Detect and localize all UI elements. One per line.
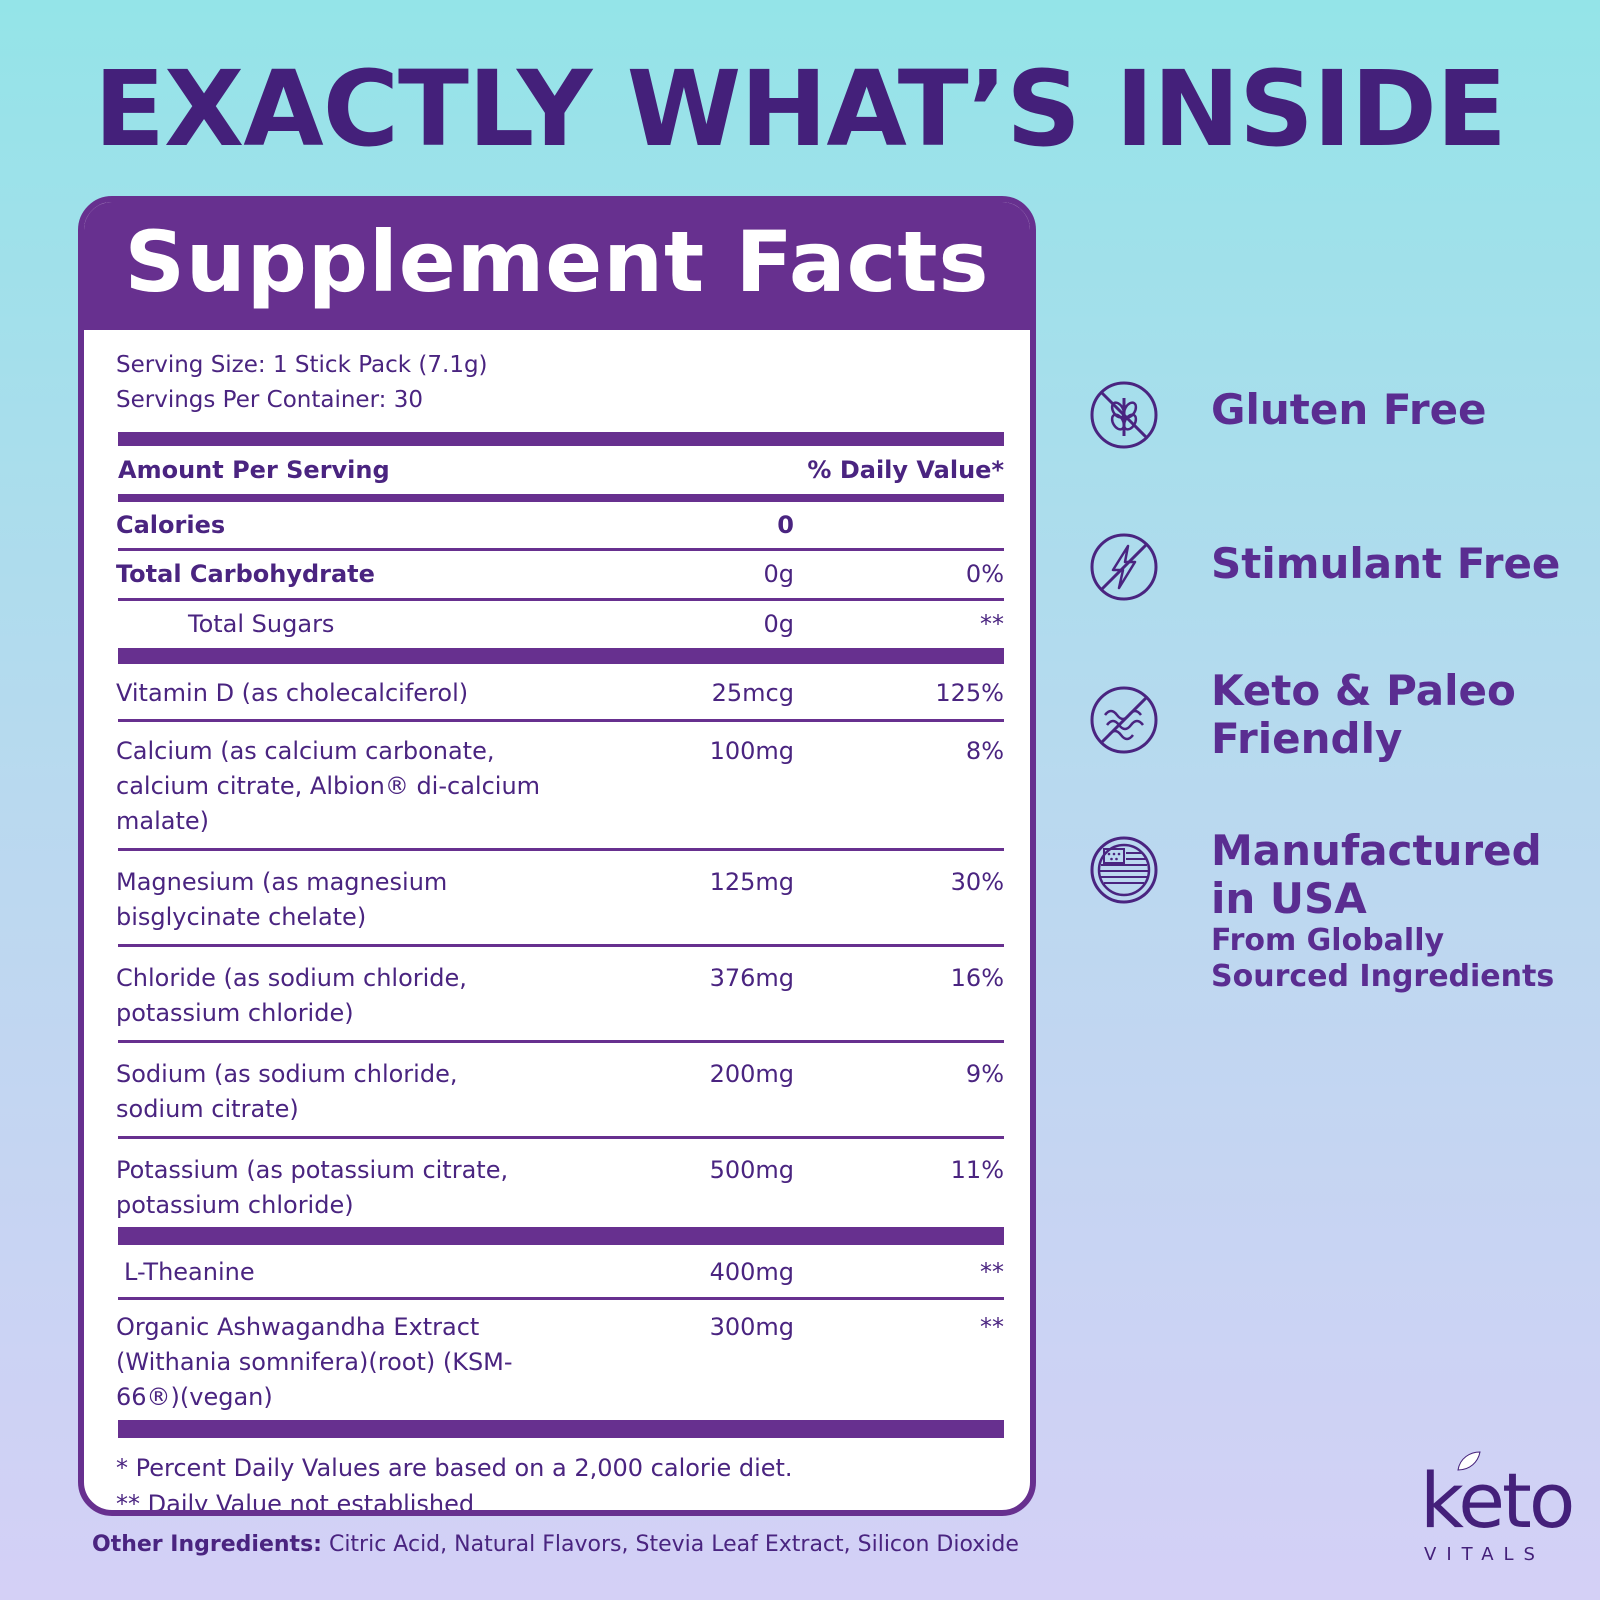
nutrient-amount: 500mg xyxy=(709,1156,794,1184)
logo-wordmark: keto xyxy=(1420,1456,1575,1545)
footnotes: * Percent Daily Values are based on a 2,… xyxy=(116,1438,1004,1516)
nutrient-dv: 9% xyxy=(965,1060,1004,1088)
nutrient-amount: 376mg xyxy=(709,964,794,992)
nutrient-dv: 30% xyxy=(950,868,1004,896)
feature-title-line2: in USA xyxy=(1211,874,1367,923)
divider-thin xyxy=(118,548,1004,551)
sugars-row: Total Sugars 0g ** xyxy=(116,601,1004,648)
divider-thin xyxy=(118,1040,1004,1043)
feature-title-line1: Manufactured xyxy=(1211,826,1542,875)
nutrient-dv: 8% xyxy=(965,737,1004,765)
nutrient-amount: 200mg xyxy=(709,1060,794,1088)
divider-thin xyxy=(118,598,1004,601)
feature-subtitle-line2: Sourced Ingredients xyxy=(1211,959,1555,994)
daily-value-header: % Daily Value* xyxy=(807,456,1004,484)
nutrient-row: Calcium (as calcium carbonate, calcium c… xyxy=(116,722,1004,848)
nutrient-amount: 25mcg xyxy=(711,679,794,707)
nutrient-amount: 125mg xyxy=(709,868,794,896)
keto-vitals-logo: keto VITALS xyxy=(1420,1451,1580,1578)
ingredient-name: L-Theanine xyxy=(124,1258,255,1286)
divider-medium xyxy=(118,494,1004,502)
footnote-not-established: ** Daily Value not established xyxy=(116,1490,475,1516)
nutrient-amount: 100mg xyxy=(709,737,794,765)
carb-label: Total Carbohydrate xyxy=(116,560,375,588)
serving-info: Serving Size: 1 Stick Pack (7.1g) Servin… xyxy=(116,330,1004,418)
sugars-amount: 0g xyxy=(763,610,794,638)
keto-paleo-icon xyxy=(1090,686,1158,754)
nutrient-row: Vitamin D (as cholecalciferol) 25mcg 125… xyxy=(116,664,1004,719)
ingredient-amount: 300mg xyxy=(709,1313,794,1341)
nutrient-name: Sodium (as sodium chloride, sodium citra… xyxy=(116,1060,458,1123)
nutrient-dv: 11% xyxy=(950,1156,1004,1184)
logo-subtitle: VITALS xyxy=(1424,1544,1545,1565)
feature-title-line1: Keto & Paleo xyxy=(1211,666,1516,715)
carb-dv: 0% xyxy=(965,560,1004,588)
nutrient-row: Chloride (as sodium chloride, potassium … xyxy=(116,947,1004,1040)
feature-title: Gluten Free xyxy=(1211,385,1487,434)
divider-thick xyxy=(118,432,1004,446)
footnote-daily-values: * Percent Daily Values are based on a 2,… xyxy=(116,1454,793,1482)
nutrient-name: Magnesium (as magnesium bisglycinate che… xyxy=(116,868,448,931)
sugars-label: Total Sugars xyxy=(188,610,335,638)
nutrient-name: Vitamin D (as cholecalciferol) xyxy=(116,679,469,707)
nutrient-row: Magnesium (as magnesium bisglycinate che… xyxy=(116,851,1004,944)
ingredient-dv: ** xyxy=(980,1258,1004,1286)
divider-thick xyxy=(118,1420,1004,1438)
calories-row: Calories 0 xyxy=(116,502,1004,548)
other-ingredients-label: Other Ingredients: xyxy=(92,1532,322,1557)
calories-amount: 0 xyxy=(777,511,794,539)
ingredient-row: L-Theanine 400mg ** xyxy=(116,1245,1004,1297)
nutrient-dv: 125% xyxy=(935,679,1004,707)
ingredient-name: Organic Ashwagandha Extract (Withania so… xyxy=(116,1313,513,1411)
other-ingredients: Other Ingredients: Citric Acid, Natural … xyxy=(92,1532,1052,1557)
divider-thick xyxy=(118,648,1004,664)
header-row: Amount Per Serving % Daily Value* xyxy=(116,446,1004,488)
divider-thin xyxy=(118,1136,1004,1139)
divider-thick xyxy=(118,1227,1004,1245)
leaf-icon xyxy=(1457,1451,1481,1471)
nutrient-row: Sodium (as sodium chloride, sodium citra… xyxy=(116,1043,1004,1136)
nutrient-row: Potassium (as potassium citrate, potassi… xyxy=(116,1139,1004,1227)
ingredient-amount: 400mg xyxy=(709,1258,794,1286)
gluten-free-icon xyxy=(1090,381,1158,449)
feature-title: Manufactured in USA From Globally Source… xyxy=(1211,827,1554,995)
feature-subtitle-line1: From Globally xyxy=(1211,923,1445,958)
amount-per-serving-label: Amount Per Serving xyxy=(118,456,390,484)
sugars-dv: ** xyxy=(980,610,1004,638)
carb-amount: 0g xyxy=(763,560,794,588)
usa-flag-icon xyxy=(1090,836,1158,904)
servings-per-container: Servings Per Container: 30 xyxy=(116,387,423,413)
divider-thin xyxy=(118,719,1004,722)
headline: EXACTLY WHAT’S INSIDE xyxy=(94,48,1507,170)
serving-size: Serving Size: 1 Stick Pack (7.1g) xyxy=(116,352,488,378)
ingredient-row: Organic Ashwagandha Extract (Withania so… xyxy=(116,1300,1004,1420)
divider-thin xyxy=(118,848,1004,851)
carb-row: Total Carbohydrate 0g 0% xyxy=(116,551,1004,598)
feature-title-line2: Friendly xyxy=(1211,714,1403,763)
nutrient-name: Calcium (as calcium carbonate, calcium c… xyxy=(116,737,541,835)
calories-label: Calories xyxy=(116,511,226,539)
supplement-facts-body: Serving Size: 1 Stick Pack (7.1g) Servin… xyxy=(84,330,1030,1516)
other-ingredients-list: Citric Acid, Natural Flavors, Stevia Lea… xyxy=(321,1532,1019,1557)
feature-title: Stimulant Free xyxy=(1211,539,1561,588)
divider-thin xyxy=(118,1297,1004,1300)
feature-title: Keto & Paleo Friendly xyxy=(1211,667,1516,763)
ingredient-dv: ** xyxy=(980,1313,1004,1341)
divider-thin xyxy=(118,944,1004,947)
stimulant-free-icon xyxy=(1090,533,1158,601)
nutrient-dv: 16% xyxy=(950,964,1004,992)
nutrient-name: Potassium (as potassium citrate, potassi… xyxy=(116,1156,509,1219)
supplement-facts-title: Supplement Facts xyxy=(84,202,1030,330)
nutrient-name: Chloride (as sodium chloride, potassium … xyxy=(116,964,467,1027)
supplement-facts-panel: Supplement Facts Serving Size: 1 Stick P… xyxy=(78,196,1036,1516)
